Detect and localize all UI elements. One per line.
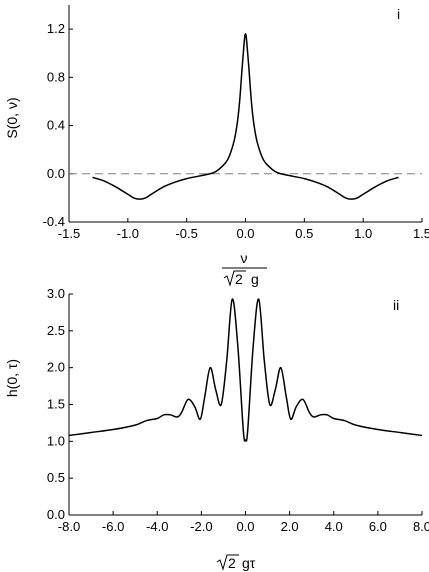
panel-i-y-tick-label: 0.0 <box>47 166 65 181</box>
panel-i-x-label-g: g <box>251 271 259 287</box>
panel-ii-y-tick-label: 2.5 <box>47 323 65 338</box>
panel-ii-x-tick-label: 2.0 <box>281 519 299 534</box>
panel-ii-x-label-gtau: gτ <box>242 555 256 571</box>
panel-i-tag: i <box>397 6 400 22</box>
panel-ii-series-line <box>68 298 423 442</box>
panel-i-x-tick-label: 0.0 <box>236 226 254 241</box>
panel-ii-x-tick-label: 0.0 <box>236 519 254 534</box>
panel-ii-y-tick-label: 0.5 <box>47 470 65 485</box>
panel-i-x-tick-label: -0.5 <box>175 226 197 241</box>
panel-ii-chart: ii h(0, τ) 2 gτ 0.0 0.5 1.0 1.5 2.0 2.5 3.0 -8.… <box>4 286 429 571</box>
panel-ii-x-tick-label: -2.0 <box>190 519 212 534</box>
panel-i-x-tick-label: -1.5 <box>58 226 80 241</box>
panel-i-x-label-nu: ν <box>241 250 248 266</box>
panel-ii-y-axis-label: h(0, τ) <box>4 359 20 397</box>
panel-ii-x-axis-label: 2 gτ <box>216 554 256 571</box>
panel-i-chart: i S(0, ν) ν 2 g -0.4 0.0 0.4 0.8 1.2 -1.5 -1.0… <box>4 5 429 287</box>
panel-ii-y-tick-label: 2.0 <box>47 360 65 375</box>
panel-ii-tag: ii <box>393 297 399 313</box>
panel-ii-x-label-sqrt-arg: 2 <box>228 555 236 571</box>
panel-i-x-tick-label: 1.0 <box>354 226 372 241</box>
panel-i-y-tick-label: 1.2 <box>47 21 65 36</box>
panel-i-x-tick-label: 0.5 <box>295 226 313 241</box>
panel-i-x-axis-label: ν 2 g <box>222 250 267 287</box>
panel-i-y-tick-label: -0.4 <box>43 214 65 229</box>
panel-ii-y-tick-label: 0.0 <box>47 507 65 522</box>
panel-ii-x-tick-label: 6.0 <box>369 519 387 534</box>
panel-i-series-line <box>92 33 399 200</box>
panel-ii-x-tick-label: -8.0 <box>58 519 80 534</box>
panel-ii-y-tick-label: 3.0 <box>47 286 65 301</box>
panel-ii-y-tick-label: 1.0 <box>47 433 65 448</box>
panel-i-y-axis-label: S(0, ν) <box>4 97 20 138</box>
panel-i-x-label-sqrt-arg: 2 <box>235 271 243 287</box>
panel-ii-x-label-sqrt-sign <box>216 554 239 571</box>
panel-i-y-tick-label: 0.4 <box>47 118 65 133</box>
panel-i-y-tick-label: 0.8 <box>47 69 65 84</box>
panel-ii-x-tick-label: -6.0 <box>102 519 124 534</box>
panel-ii-x-tick-label: -4.0 <box>146 519 168 534</box>
panel-ii-x-tick-label: 8.0 <box>413 519 429 534</box>
panel-ii-x-tick-label: 4.0 <box>325 519 343 534</box>
panel-ii-y-tick-label: 1.5 <box>47 397 65 412</box>
panel-i-x-tick-label: 1.5 <box>413 226 429 241</box>
panel-i-x-label-sqrt-sign <box>223 270 246 287</box>
panel-i-x-tick-label: -1.0 <box>117 226 139 241</box>
